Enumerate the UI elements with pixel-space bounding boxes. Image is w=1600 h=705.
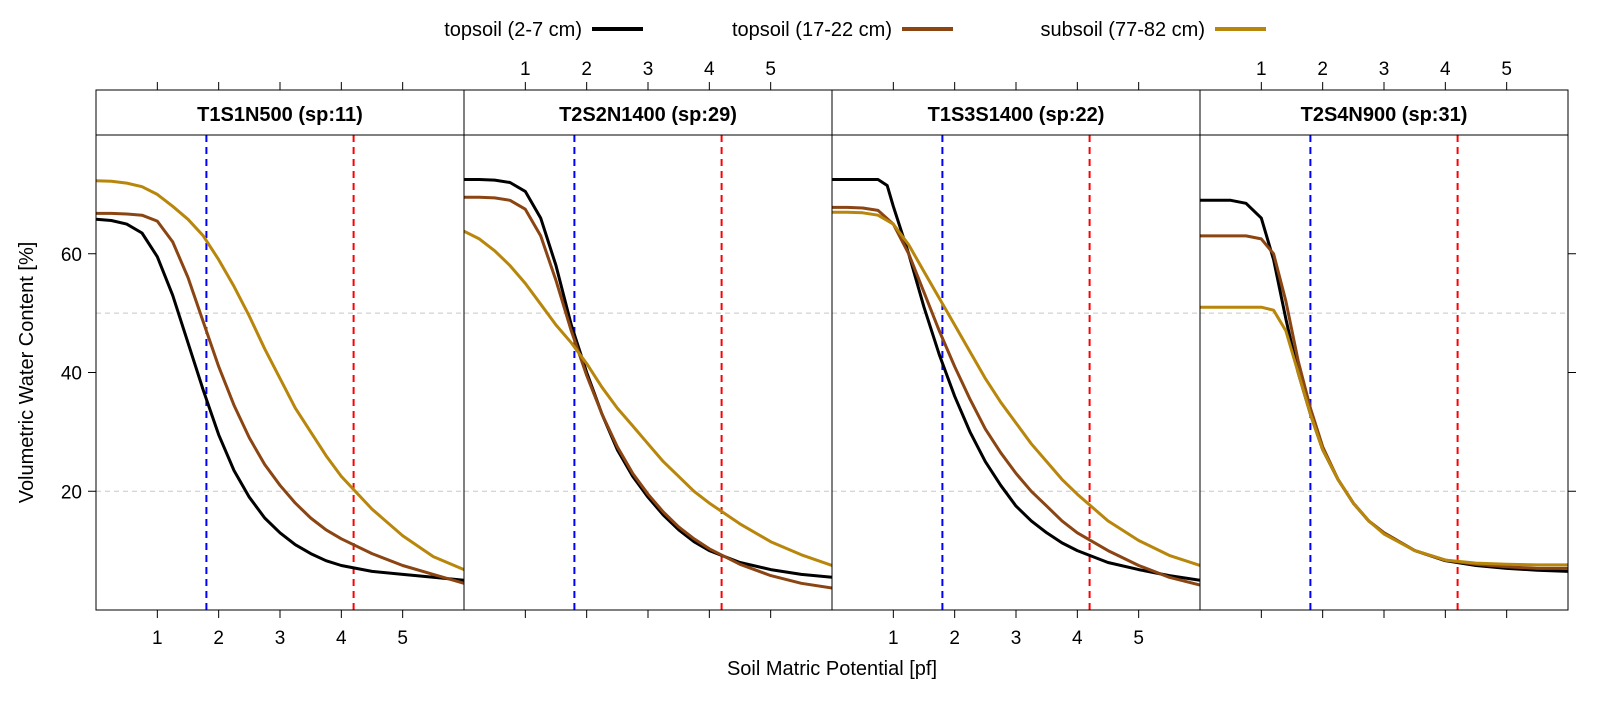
series-line-3 [832, 210, 1200, 567]
series-line-1 [832, 178, 1200, 582]
y-tick-label: 40 [61, 364, 82, 385]
x-tick-label: 4 [336, 628, 347, 649]
x-tick-label-top: 5 [1501, 59, 1512, 80]
panel-frame [831, 134, 1201, 611]
x-tick-label: 5 [397, 628, 408, 649]
panel-title: T1S3S1400 (sp:22) [928, 104, 1105, 126]
series-line-1 [1200, 198, 1568, 573]
x-axis-title: Soil Matric Potential [pf] [727, 658, 937, 680]
panel-4: T2S4N900 (sp:31) 1 2 3 4 5 [1199, 59, 1569, 618]
strip-box [463, 89, 833, 136]
legend-label: topsoil (2-7 cm) [444, 19, 582, 41]
x-tick-label: 3 [1011, 628, 1022, 649]
x-tick-label: 1 [152, 628, 163, 649]
y-axis-title: Volumetric Water Content [%] [16, 242, 38, 504]
x-tick-label-top: 2 [581, 59, 592, 80]
series-line-3 [96, 179, 464, 571]
series-line-2 [464, 195, 832, 590]
series-line-2 [832, 205, 1200, 587]
y-axis: 20 40 60 [61, 245, 1576, 503]
panel-3: T1S3S1400 (sp:22) 1 2 3 4 5 [831, 82, 1201, 649]
x-tick-label-top: 3 [643, 59, 654, 80]
panel-1: T1S1N500 (sp:11) 1 2 3 4 5 [95, 82, 465, 649]
panel-title: T2S2N1400 (sp:29) [559, 104, 737, 126]
panel-title: T2S4N900 (sp:31) [1301, 104, 1468, 126]
panel-frame [1199, 134, 1569, 611]
x-tick-label: 1 [888, 628, 899, 649]
series-line-2 [1200, 234, 1568, 570]
series-line-3 [1200, 305, 1568, 567]
series-line-1 [464, 178, 832, 579]
legend-label: subsoil (77-82 cm) [1040, 19, 1205, 41]
strip-box [95, 89, 465, 136]
x-tick-label: 5 [1133, 628, 1144, 649]
x-tick-label-top: 4 [704, 59, 715, 80]
y-tick-label: 20 [61, 482, 82, 503]
panel-title: T1S1N500 (sp:11) [197, 104, 363, 126]
series-line-3 [464, 229, 832, 567]
x-tick-label-top: 4 [1440, 59, 1451, 80]
strip-box [1199, 89, 1569, 136]
series-line-1 [96, 217, 464, 582]
x-tick-label-top: 1 [1256, 59, 1267, 80]
series-line-2 [96, 211, 464, 585]
strip-box [831, 89, 1201, 136]
x-tick-label-top: 3 [1379, 59, 1390, 80]
x-tick-label: 4 [1072, 628, 1083, 649]
panel-2: T2S2N1400 (sp:29) 1 2 3 4 5 [463, 59, 833, 618]
x-tick-label: 2 [213, 628, 224, 649]
x-tick-label-top: 2 [1317, 59, 1328, 80]
legend: topsoil (2-7 cm) topsoil (17-22 cm) subsoi… [444, 19, 1266, 41]
legend-label: topsoil (17-22 cm) [732, 19, 892, 41]
x-tick-label: 3 [275, 628, 286, 649]
x-tick-label: 2 [949, 628, 960, 649]
y-tick-label: 60 [61, 245, 82, 266]
x-tick-label-top: 5 [765, 59, 776, 80]
x-tick-label-top: 1 [520, 59, 531, 80]
